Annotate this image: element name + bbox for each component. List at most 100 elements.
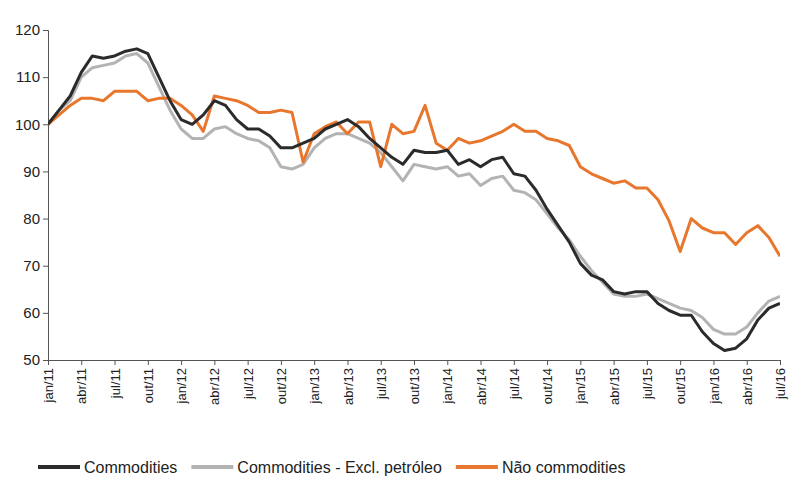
x-tick-label: out/12: [274, 368, 289, 404]
x-tick: jan/14: [440, 360, 455, 404]
y-tick: 70: [23, 257, 48, 274]
x-tick-label: jul/15: [640, 368, 655, 400]
x-tick: jan/12: [174, 360, 189, 404]
x-axis: jan/11 abr/11 jul/11 out/11 jan/12 abr/12 jul/…: [41, 360, 788, 405]
x-tick-label: jan/14: [440, 368, 455, 404]
x-tick-label: jan/12: [174, 368, 189, 404]
x-tick-mark: [713, 360, 714, 365]
x-tick-label: abr/13: [341, 368, 356, 405]
x-tick: jul/12: [241, 360, 256, 400]
x-tick-label: abr/14: [474, 368, 489, 405]
legend-label: Não commodities: [502, 459, 626, 476]
legend-label: Commodities: [84, 459, 177, 476]
x-tick-mark: [181, 360, 182, 365]
y-tick: 100: [15, 116, 48, 133]
x-tick-mark: [447, 360, 448, 365]
x-tick-mark: [780, 360, 781, 365]
x-tick-mark: [747, 360, 748, 365]
x-tick-label: jan/13: [307, 368, 322, 404]
x-tick-mark: [148, 360, 149, 365]
x-tick: out/13: [407, 360, 422, 404]
y-tick-label: 120: [15, 21, 40, 38]
x-tick-label: jan/15: [573, 368, 588, 404]
x-tick-mark: [48, 360, 49, 365]
legend-item: Commodities - Excl. petróleo: [191, 459, 442, 476]
x-tick-mark: [347, 360, 348, 365]
x-tick: out/11: [141, 360, 156, 403]
x-tick-label: abr/15: [607, 368, 622, 405]
x-tick-label: out/14: [540, 368, 555, 404]
y-axis-line: [43, 31, 49, 361]
y-tick-mark: [43, 313, 48, 314]
x-tick-label: jul/13: [374, 368, 389, 400]
x-tick-label: abr/12: [207, 368, 222, 405]
x-tick: jul/13: [374, 360, 389, 400]
x-tick-mark: [381, 360, 382, 365]
y-tick: 90: [23, 163, 48, 180]
legend-swatch: [456, 465, 498, 469]
x-tick-mark: [115, 360, 116, 365]
y-tick: 60: [23, 304, 48, 321]
legend-label: Commodities - Excl. petróleo: [237, 459, 442, 476]
x-tick-label: jul/11: [108, 368, 123, 399]
y-tick-label: 50: [23, 351, 40, 368]
x-tick-mark: [580, 360, 581, 365]
series-line: [48, 54, 780, 335]
x-axis-line: [49, 361, 781, 366]
y-tick: 110: [16, 68, 48, 85]
x-tick: out/14: [540, 360, 555, 404]
x-tick: abr/13: [341, 360, 356, 405]
x-tick: jan/11: [41, 360, 56, 403]
x-tick: abr/12: [207, 360, 222, 405]
x-tick-mark: [248, 360, 249, 365]
legend: Commodities Commodities - Excl. petróleo N…: [38, 459, 625, 476]
x-tick-mark: [614, 360, 615, 365]
x-tick: out/12: [274, 360, 289, 404]
x-tick-mark: [481, 360, 482, 365]
y-tick-mark: [43, 171, 48, 172]
x-tick-label: jul/14: [507, 368, 522, 400]
x-tick: jul/16: [773, 360, 788, 400]
y-tick-label: 70: [23, 257, 40, 274]
x-tick-mark: [214, 360, 215, 365]
legend-swatch: [191, 465, 233, 469]
x-tick-label: out/15: [673, 368, 688, 404]
y-tick-label: 90: [23, 163, 40, 180]
x-tick-label: out/11: [141, 368, 156, 403]
legend-item: Não commodities: [456, 459, 626, 476]
x-tick-label: jan/11: [41, 368, 56, 403]
x-tick-label: abr/16: [740, 368, 755, 405]
series-line: [48, 49, 780, 351]
y-tick-label: 80: [23, 210, 40, 227]
plot: 50 60 70 80 90 100 110 120 jan/11 abr/11 jul/11 out…: [15, 21, 788, 405]
legend-swatch: [38, 465, 80, 469]
x-tick-mark: [514, 360, 515, 365]
x-tick: jul/15: [640, 360, 655, 400]
y-tick-mark: [43, 77, 48, 78]
y-tick-mark: [43, 30, 48, 31]
y-tick-mark: [43, 124, 48, 125]
y-tick-label: 110: [16, 68, 40, 85]
x-tick: out/15: [673, 360, 688, 404]
x-tick: jul/11: [108, 360, 123, 399]
x-tick-mark: [81, 360, 82, 365]
chart: 50 60 70 80 90 100 110 120 jan/11 abr/11 jul/11 out…: [0, 0, 805, 495]
x-tick-mark: [680, 360, 681, 365]
x-tick: jan/15: [573, 360, 588, 404]
x-tick: jan/13: [307, 360, 322, 404]
x-tick-mark: [414, 360, 415, 365]
x-tick-mark: [647, 360, 648, 365]
x-tick-label: jul/16: [773, 368, 788, 400]
x-tick-label: out/13: [407, 368, 422, 404]
y-tick: 50: [23, 351, 48, 368]
y-tick-label: 60: [23, 304, 40, 321]
lines: [48, 49, 780, 351]
x-tick-mark: [281, 360, 282, 365]
x-tick: abr/15: [607, 360, 622, 405]
x-tick: jul/14: [507, 360, 522, 400]
series-line: [48, 91, 780, 256]
x-tick: abr/11: [74, 360, 89, 404]
x-tick-label: abr/11: [74, 368, 89, 404]
x-tick: jan/16: [707, 360, 722, 404]
legend-item: Commodities: [38, 459, 177, 476]
